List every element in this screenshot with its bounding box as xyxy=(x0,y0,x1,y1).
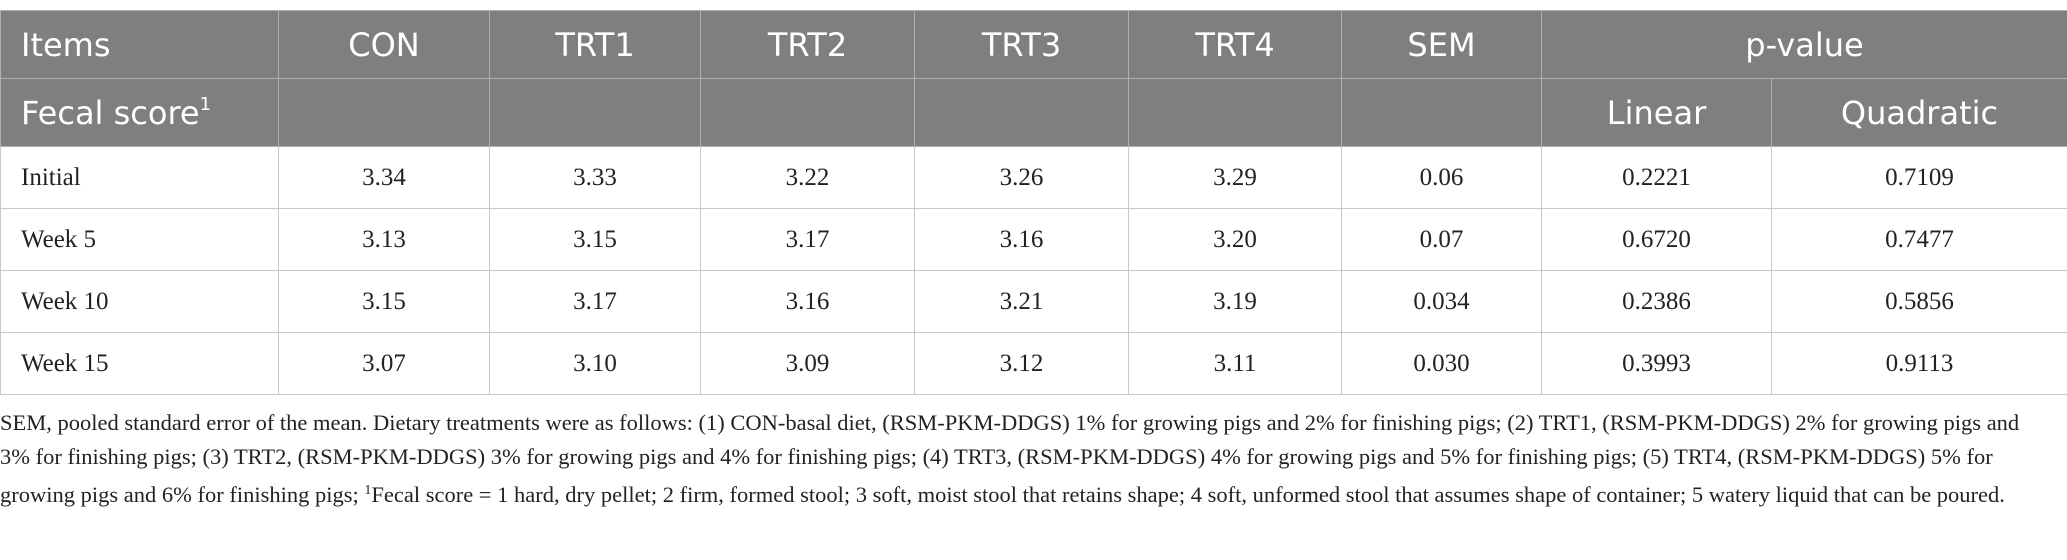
table-cell: 3.26 xyxy=(914,146,1129,209)
table-cell: 0.07 xyxy=(1341,208,1542,271)
table-cell: 0.06 xyxy=(1341,146,1542,209)
table-cell: 3.29 xyxy=(1128,146,1342,209)
table-cell: 3.09 xyxy=(700,332,915,395)
label-superscript: 1 xyxy=(199,93,212,115)
table-cell: 3.34 xyxy=(278,146,490,209)
table-cell: 0.030 xyxy=(1341,332,1542,395)
column-header: TRT4 xyxy=(1128,10,1342,79)
subheader-row: Fecal score1 Linear Quadratic xyxy=(0,78,2067,147)
table-cell: 3.07 xyxy=(278,332,490,395)
table-cell: 3.15 xyxy=(278,270,490,333)
table-cell: 0.2386 xyxy=(1541,270,1772,333)
row-group-label: Fecal score1 xyxy=(0,78,279,147)
table-cell: 3.11 xyxy=(1128,332,1342,395)
empty-header-cell xyxy=(1128,78,1342,147)
table-cell: 3.15 xyxy=(489,208,701,271)
table-row: Week 10 3.15 3.17 3.16 3.21 3.19 0.034 0.2386 0.… xyxy=(0,270,2067,333)
column-header: TRT1 xyxy=(489,10,701,79)
table-cell: 3.22 xyxy=(700,146,915,209)
table-body: Initial 3.34 3.33 3.22 3.26 3.29 0.06 0.2221 0.7… xyxy=(0,146,2067,395)
table-cell: 0.5856 xyxy=(1771,270,2067,333)
table-cell: 3.33 xyxy=(489,146,701,209)
table-cell: 0.7477 xyxy=(1771,208,2067,271)
table-cell: 0.2221 xyxy=(1541,146,1772,209)
table-cell: 3.16 xyxy=(914,208,1129,271)
empty-header-cell xyxy=(489,78,701,147)
row-label: Week 10 xyxy=(0,270,279,333)
footnote-text: Fecal score = 1 hard, dry pellet; 2 firm… xyxy=(371,482,2005,507)
table-cell: 0.3993 xyxy=(1541,332,1772,395)
table-cell: 3.12 xyxy=(914,332,1129,395)
table-cell: 0.6720 xyxy=(1541,208,1772,271)
row-label: Week 5 xyxy=(0,208,279,271)
column-header: TRT3 xyxy=(914,10,1129,79)
empty-header-cell xyxy=(700,78,915,147)
header-row: Items CON TRT1 TRT2 TRT3 TRT4 SEM p-value xyxy=(0,10,2067,79)
table-header: Items CON TRT1 TRT2 TRT3 TRT4 SEM p-value Fecal … xyxy=(0,10,2067,147)
table-cell: 3.21 xyxy=(914,270,1129,333)
table-cell: 3.13 xyxy=(278,208,490,271)
footnote: SEM, pooled standard error of the mean. … xyxy=(0,406,2050,512)
empty-header-cell xyxy=(278,78,490,147)
row-label: Week 15 xyxy=(0,332,279,395)
row-label: Initial xyxy=(0,146,279,209)
column-header: TRT2 xyxy=(700,10,915,79)
column-header: CON xyxy=(278,10,490,79)
table-cell: 3.20 xyxy=(1128,208,1342,271)
subcolumn-header: Linear xyxy=(1541,78,1772,147)
table-cell: 0.034 xyxy=(1341,270,1542,333)
data-table: Items CON TRT1 TRT2 TRT3 TRT4 SEM p-value Fecal … xyxy=(0,10,2067,395)
column-header: SEM xyxy=(1341,10,1542,79)
column-header: Items xyxy=(0,10,279,79)
table-cell: 3.19 xyxy=(1128,270,1342,333)
table-cell: 3.10 xyxy=(489,332,701,395)
table-cell: 3.17 xyxy=(700,208,915,271)
table-cell: 0.9113 xyxy=(1771,332,2067,395)
empty-header-cell xyxy=(1341,78,1542,147)
footnote-superscript: 1 xyxy=(364,483,372,498)
table-row: Week 5 3.13 3.15 3.17 3.16 3.20 0.07 0.6720 0.74… xyxy=(0,208,2067,271)
table-cell: 0.7109 xyxy=(1771,146,2067,209)
subcolumn-header: Quadratic xyxy=(1771,78,2067,147)
column-header: p-value xyxy=(1541,10,2067,79)
label-text: Fecal score xyxy=(21,93,200,132)
table-cell: 3.17 xyxy=(489,270,701,333)
footnote-text: SEM, pooled standard error of the mean. … xyxy=(0,410,2020,507)
table-row: Initial 3.34 3.33 3.22 3.26 3.29 0.06 0.2221 0.7… xyxy=(0,146,2067,209)
table-row: Week 15 3.07 3.10 3.09 3.12 3.11 0.030 0.3993 0.… xyxy=(0,332,2067,395)
empty-header-cell xyxy=(914,78,1129,147)
table-cell: 3.16 xyxy=(700,270,915,333)
